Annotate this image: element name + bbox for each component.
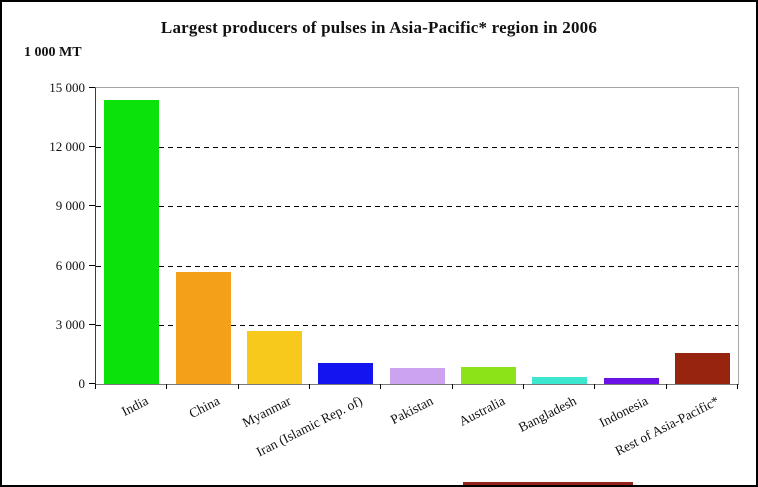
x-tick-mark [237,384,239,389]
y-tick-mark [89,323,95,325]
y-tick-mark [89,146,95,148]
bar-rest-of-asia-pacific [674,353,730,384]
y-tick-label: 3 000 [55,316,85,332]
y-tick-label: 12 000 [49,139,85,155]
x-label-china: China [186,393,222,422]
gridline-12000 [96,147,738,149]
x-label-bangladesh: Bangladesh [515,393,579,435]
x-label-indonesia: Indonesia [596,393,650,431]
y-tick-mark [89,87,95,88]
x-tick-mark [594,384,596,389]
x-label-australia: Australia [456,393,508,429]
y-axis-unit-label: 1 000 MT [24,45,82,60]
x-tick-mark [665,384,667,389]
gridline-6000 [96,265,738,267]
chart-title: Largest producers of pulses in Asia-Paci… [160,18,598,37]
x-label-india: India [118,393,151,419]
y-tick-mark [89,383,95,384]
bottom-edge-artifact [463,482,633,485]
bar-indonesia [603,377,659,384]
bar-pakistan [389,368,445,384]
y-tick-label: 6 000 [55,257,85,273]
y-tick-label: 0 [78,376,86,391]
bar-india [104,99,160,384]
gridline-3000 [96,324,738,326]
plot-area [95,87,739,385]
y-tick-label: 9 000 [55,198,85,214]
x-label-myanmar: Myanmar [239,393,294,431]
y-tick-mark [89,264,95,266]
x-tick-mark [380,384,382,389]
bar-china [175,271,231,384]
bar-bangladesh [532,377,588,384]
bar-australia [460,367,516,384]
x-tick-mark [95,384,96,389]
x-tick-mark [451,384,453,389]
y-tick-label: 15 000 [49,80,85,95]
x-tick-mark [737,384,738,389]
bar-myanmar [246,330,302,384]
x-label-pakistan: Pakistan [388,393,436,428]
gridline-9000 [96,206,738,208]
x-tick-mark [166,384,168,389]
x-tick-mark [523,384,524,389]
y-tick-mark [89,205,95,207]
bar-iran-islamic-rep-of [318,363,374,384]
x-tick-mark [309,384,310,389]
